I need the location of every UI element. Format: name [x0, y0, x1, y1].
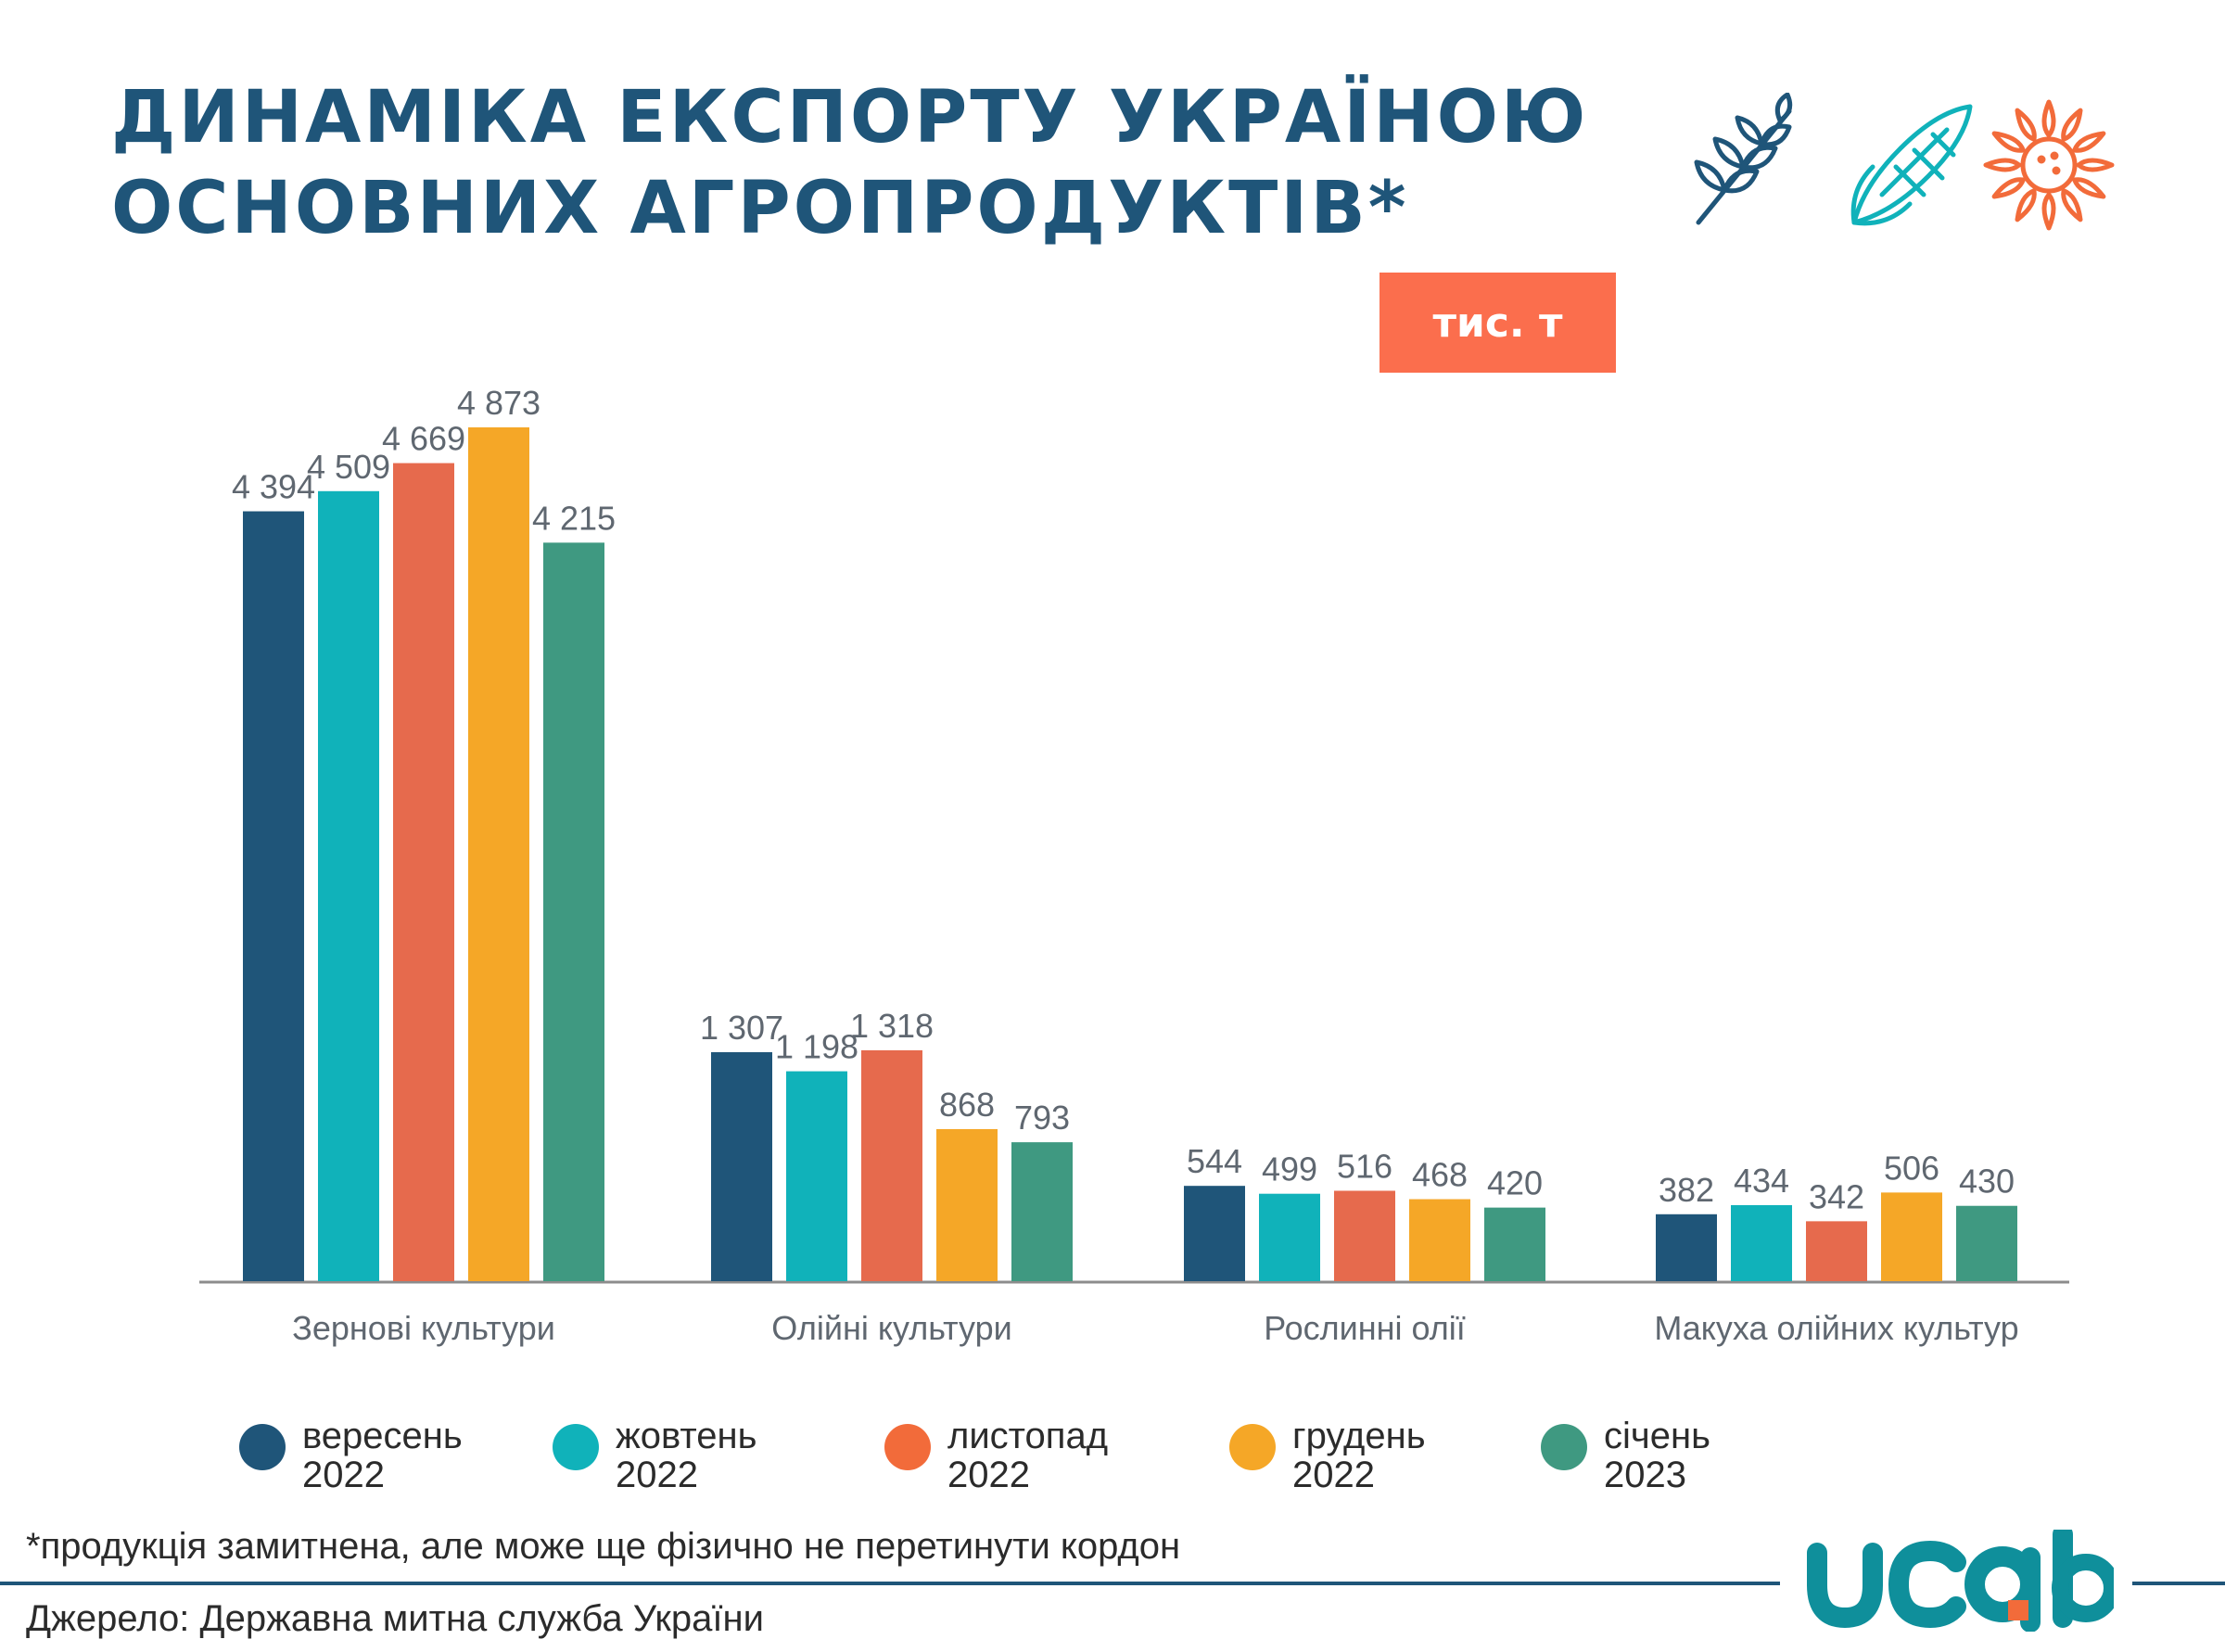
bar-3-2: [1806, 1221, 1867, 1281]
bar-3-3: [1881, 1192, 1942, 1281]
data-label-1-3: 868: [939, 1086, 995, 1124]
bar-0-0: [243, 511, 304, 1281]
data-label-1-4: 793: [1014, 1099, 1070, 1137]
data-label-3-3: 506: [1884, 1149, 1939, 1187]
bar-1-3: [936, 1128, 998, 1281]
legend-dot-3: [1229, 1424, 1276, 1470]
data-label-2-1: 499: [1262, 1150, 1317, 1188]
category-label-1: Олійні культури: [771, 1309, 1012, 1347]
bar-2-0: [1184, 1186, 1245, 1281]
bar-1-0: [711, 1051, 772, 1281]
category-label-3: Макуха олійних культур: [1654, 1309, 2018, 1347]
source-note: Джерело: Державна митна служба України: [26, 1598, 764, 1639]
legend-label-4: січень 2023: [1604, 1416, 1710, 1495]
data-label-3-0: 382: [1659, 1171, 1714, 1209]
bar-3-1: [1731, 1204, 1792, 1281]
sunflower-icon: [1986, 99, 2112, 228]
data-label-3-2: 342: [1809, 1177, 1864, 1215]
data-label-2-3: 468: [1412, 1156, 1468, 1194]
data-label-0-1: 4 509: [307, 448, 390, 486]
category-label-2: Рослинні олії: [1264, 1309, 1466, 1347]
legend-label-0: вересень 2022: [302, 1416, 463, 1495]
legend-item-0: вересень 2022: [239, 1417, 515, 1494]
legend-label-2: листопад 2022: [947, 1416, 1109, 1495]
bar-2-2: [1334, 1190, 1395, 1281]
bar-0-2: [393, 463, 454, 1281]
legend-dot-2: [884, 1424, 931, 1470]
legend-dot-0: [239, 1424, 286, 1470]
divider-line-left: [0, 1582, 1780, 1585]
data-label-2-4: 420: [1487, 1164, 1543, 1202]
data-label-0-4: 4 215: [532, 499, 616, 537]
footnote: *продукція замитнена, але може ще фізичн…: [26, 1526, 1181, 1567]
data-label-1-0: 1 307: [700, 1009, 783, 1047]
divider-line-right: [2132, 1582, 2225, 1585]
legend-item-1: жовтень 2022: [553, 1417, 829, 1494]
legend-item-4: січень 2023: [1541, 1417, 1817, 1494]
bar-3-0: [1656, 1214, 1717, 1281]
corn-icon: [1850, 104, 1973, 226]
bar-1-4: [1011, 1142, 1073, 1281]
ucab-logo: [1799, 1524, 2120, 1636]
legend-label-1: жовтень 2022: [616, 1416, 757, 1495]
logo-accent: [2008, 1600, 2028, 1620]
bar-0-1: [318, 490, 379, 1281]
legend: вересень 2022 жовтень 2022 листопад 2022 гр…: [0, 1417, 2225, 1509]
bar-0-3: [468, 427, 529, 1281]
category-label-0: Зернові культури: [292, 1309, 555, 1347]
unit-badge: тис. т: [1380, 273, 1616, 373]
data-label-1-1: 1 198: [775, 1028, 858, 1066]
data-label-1-2: 1 318: [850, 1007, 934, 1045]
data-label-0-3: 4 873: [457, 384, 540, 422]
chart-title: ДИНАМІКА ЕКСПОРТУ УКРАЇНОЮ ОСНОВНИХ АГРО…: [111, 72, 1588, 254]
legend-dot-4: [1541, 1424, 1587, 1470]
legend-label-3: грудень 2022: [1292, 1416, 1426, 1495]
data-label-2-2: 516: [1337, 1147, 1392, 1185]
legend-item-3: грудень 2022: [1229, 1417, 1506, 1494]
bar-1-1: [786, 1071, 847, 1281]
bar-1-2: [861, 1049, 922, 1281]
legend-item-2: листопад 2022: [884, 1417, 1161, 1494]
data-label-2-0: 544: [1187, 1142, 1242, 1180]
legend-dot-1: [553, 1424, 599, 1470]
data-label-0-0: 4 394: [232, 468, 315, 506]
chart-title-line-2: ОСНОВНИХ АГРОПРОДУКТІВ*: [111, 167, 1409, 250]
bar-0-4: [543, 542, 604, 1281]
data-label-3-4: 430: [1959, 1163, 2015, 1201]
bar-2-1: [1259, 1193, 1320, 1281]
wheat-icon: [1694, 92, 1793, 225]
data-label-0-2: 4 669: [382, 420, 465, 458]
chart-title-line-1: ДИНАМІКА ЕКСПОРТУ УКРАЇНОЮ: [111, 76, 1589, 159]
bar-2-3: [1409, 1199, 1470, 1281]
crop-icons: [1687, 92, 2132, 246]
bar-2-4: [1484, 1207, 1545, 1281]
bar-3-4: [1956, 1205, 2017, 1281]
data-label-3-1: 434: [1734, 1162, 1789, 1200]
